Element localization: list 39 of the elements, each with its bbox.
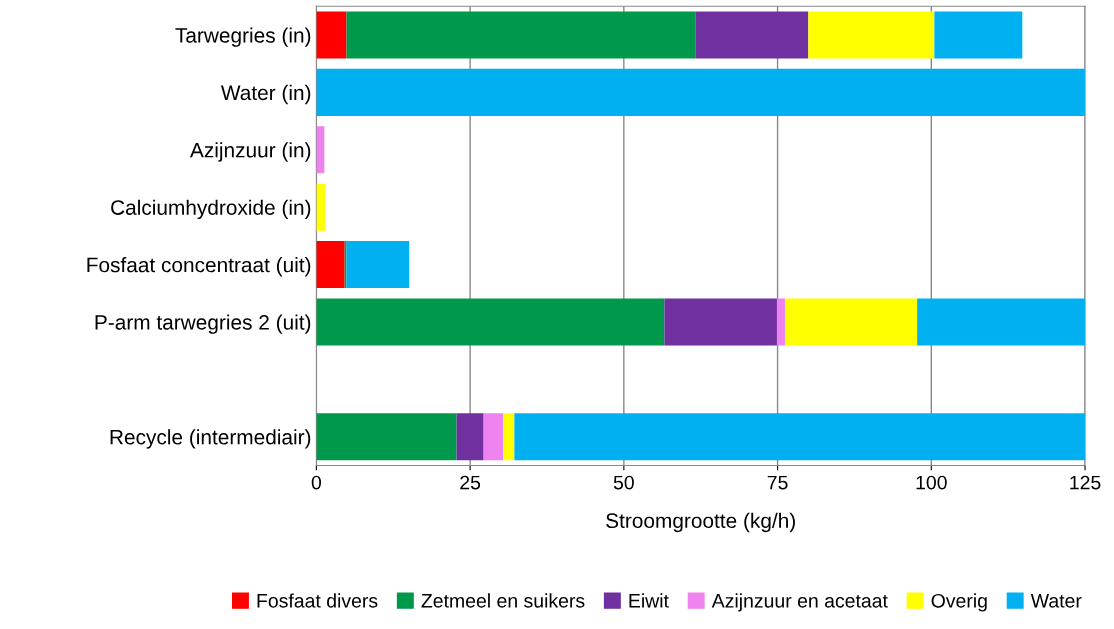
- bar: [483, 413, 504, 461]
- bar: [934, 11, 1023, 59]
- legend-label: Fosfaat divers: [257, 593, 378, 608]
- bar: [346, 11, 696, 59]
- y-tick-label: Water (in): [220, 84, 311, 105]
- bar: [316, 241, 345, 289]
- x-axis-title: Stroomgrootte (kg/h): [606, 512, 795, 533]
- y-tick-label: P-arm tarwegries 2 (uit): [95, 314, 311, 334]
- bar: [316, 11, 347, 59]
- bar: [776, 298, 785, 346]
- x-tick-label: 75: [767, 475, 788, 490]
- x-tick-label: 0: [311, 475, 322, 490]
- y-tick-label: Recycle (intermediair): [110, 429, 311, 449]
- legend-label: Eiwit: [629, 593, 669, 608]
- y-tick-label: Calciumhydroxide (in): [111, 199, 311, 220]
- bar: [664, 298, 777, 346]
- y-tick-label: Azijnzuur (in): [190, 142, 311, 162]
- legend-label: Overig: [931, 593, 987, 612]
- legend-label: Water: [1030, 594, 1082, 608]
- bar: [695, 11, 809, 59]
- x-tick-label: 125: [1070, 475, 1101, 490]
- legend-label: Azijnzuur en acetaat: [711, 593, 888, 612]
- bar: [316, 298, 665, 346]
- x-tick-label: 25: [460, 475, 481, 490]
- bar: [456, 413, 484, 461]
- bar: [316, 183, 325, 231]
- y-tick-label: Tarwegries (in): [175, 27, 311, 47]
- y-tick-label: Fosfaat concentraat (uit): [87, 257, 311, 277]
- bar: [514, 413, 1086, 461]
- bar: [808, 11, 935, 59]
- x-tick-label: 50: [613, 475, 634, 490]
- legend-label: Zetmeel en suikers: [421, 593, 585, 608]
- bar: [346, 241, 410, 289]
- bar: [784, 298, 918, 346]
- bar: [316, 413, 457, 461]
- x-tick-label: 100: [916, 475, 947, 490]
- bar: [503, 413, 515, 461]
- bar: [917, 298, 1086, 346]
- bar: [316, 68, 1086, 116]
